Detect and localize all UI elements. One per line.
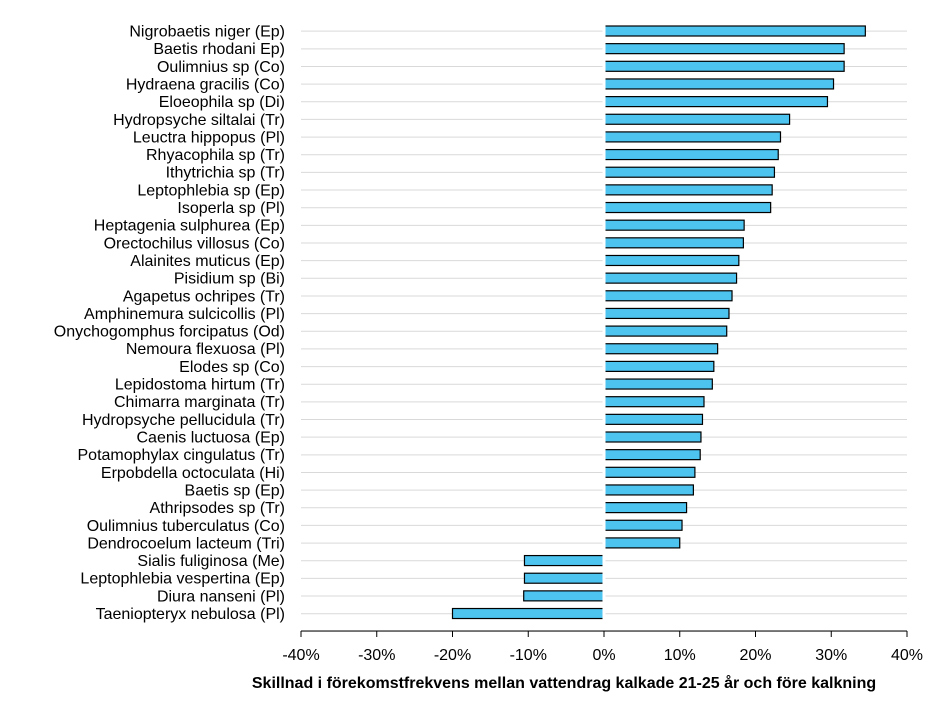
- bar: [603, 466, 696, 478]
- x-axis-title: Skillnad i förekomstfrekvens mellan vatt…: [252, 674, 876, 692]
- category-label: Taeniopteryx nebulosa (Pl): [96, 606, 285, 623]
- bar: [603, 254, 740, 267]
- bar: [603, 184, 773, 196]
- bar: [523, 590, 605, 602]
- bar: [603, 307, 730, 320]
- category-label: Onychogomphus forcipatus (Od): [54, 324, 285, 341]
- bar: [603, 449, 701, 461]
- category-label: Baetis rhodani Ep): [153, 41, 285, 58]
- bar: [603, 378, 713, 390]
- bar: [603, 201, 772, 214]
- bar: [603, 343, 719, 355]
- bar: [523, 572, 605, 584]
- category-label: Leuctra hippopus (Pl): [133, 129, 285, 146]
- bar: [603, 272, 738, 284]
- category-label: Oulimnius tuberculatus (Co): [87, 518, 285, 535]
- bar: [603, 131, 782, 143]
- x-tick-label: 20%: [739, 647, 771, 664]
- category-label: Caenis luctuosa (Ep): [136, 430, 285, 447]
- category-label: Hydropsyche siltalai (Tr): [113, 112, 285, 129]
- x-tick-label: -10%: [510, 647, 547, 664]
- bar: [603, 78, 835, 90]
- bar: [603, 413, 704, 425]
- category-label: Erpobdella octoculata (Hi): [101, 465, 285, 482]
- bar: [603, 325, 728, 337]
- category-label: Alainites muticus (Ep): [130, 253, 285, 270]
- category-label: Elodes sp (Co): [179, 359, 285, 376]
- category-label: Agapetus ochripes (Tr): [123, 288, 285, 305]
- category-label: Pisidium sp (Bi): [174, 271, 285, 288]
- category-labels: Nigrobaetis niger (Ep)Baetis rhodani Ep)…: [54, 24, 285, 624]
- category-label: Potamophylax cingulatus (Tr): [78, 447, 286, 464]
- category-label: Oulimnius sp (Co): [157, 59, 285, 76]
- category-label: Hydraena gracilis (Co): [126, 76, 285, 93]
- category-label: Athripsodes sp (Tr): [150, 500, 285, 517]
- category-label: Nemoura flexuosa (Pl): [126, 341, 285, 358]
- bar: [603, 113, 791, 125]
- bar: [523, 554, 605, 567]
- x-tick-label: 10%: [664, 647, 696, 664]
- category-label: Isoperla sp (Pl): [177, 200, 285, 217]
- bar: [603, 484, 694, 496]
- x-ticks: [300, 631, 908, 637]
- bar: [603, 60, 845, 72]
- x-tick-labels: -40% -30% -20% -10% 0% 10% 20% 30% 40%: [282, 647, 923, 664]
- category-label: Eloeophila sp (Di): [159, 94, 285, 111]
- x-tick-label: -20%: [434, 647, 471, 664]
- category-label: Ithytrichia sp (Tr): [166, 165, 285, 182]
- bar: [603, 396, 705, 408]
- bar: [603, 237, 744, 249]
- bar: [603, 290, 733, 302]
- category-label: Hydropsyche pellucidula (Tr): [82, 412, 285, 429]
- bar: [603, 219, 745, 231]
- category-label: Rhyacophila sp (Tr): [146, 147, 285, 164]
- category-label: Baetis sp (Ep): [185, 482, 285, 499]
- x-tick-label: 40%: [891, 647, 923, 664]
- category-label: Amphinemura sulcicollis (Pl): [84, 306, 285, 323]
- bar: [603, 360, 715, 372]
- category-label: Chimarra marginata (Tr): [114, 394, 285, 411]
- category-label: Orectochilus villosus (Co): [104, 235, 285, 252]
- category-label: Diura nanseni (Pl): [157, 588, 285, 605]
- category-label: Nigrobaetis niger (Ep): [129, 24, 285, 41]
- x-tick-label: -30%: [358, 647, 395, 664]
- bar: [603, 502, 688, 514]
- bar: [603, 431, 702, 443]
- category-label: Lepidostoma hirtum (Tr): [115, 377, 285, 394]
- bar: [603, 166, 776, 178]
- category-label: Leptophlebia sp (Ep): [137, 182, 285, 199]
- category-label: Sialis fuliginosa (Me): [137, 553, 285, 570]
- bar: [603, 96, 829, 108]
- bars: [451, 25, 866, 620]
- bar: [603, 537, 681, 549]
- bar: [603, 25, 866, 37]
- category-label: Dendrocoelum lacteum (Tri): [87, 535, 285, 552]
- bar: [603, 148, 779, 161]
- bar: [603, 519, 683, 531]
- x-tick-label: 30%: [815, 647, 847, 664]
- x-tick-label: 0%: [592, 647, 615, 664]
- category-label: Leptophlebia vespertina (Ep): [80, 571, 285, 588]
- category-label: Heptagenia sulphurea (Ep): [94, 218, 285, 235]
- bar: [603, 43, 845, 55]
- x-tick-label: -40%: [282, 647, 319, 664]
- bar: [451, 607, 605, 620]
